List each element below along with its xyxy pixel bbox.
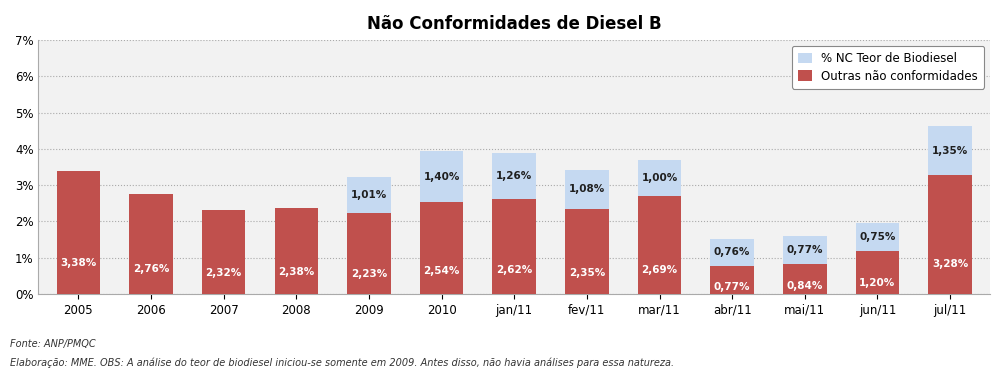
Text: 2,35%: 2,35%: [569, 268, 605, 278]
Text: 3,38%: 3,38%: [60, 258, 96, 268]
Bar: [56, 172, 100, 294]
Text: 1,26%: 1,26%: [496, 171, 533, 181]
Text: 0,75%: 0,75%: [859, 232, 895, 242]
Bar: [783, 236, 826, 264]
Text: 0,84%: 0,84%: [787, 281, 823, 291]
Text: 1,08%: 1,08%: [569, 184, 605, 194]
Text: 3,28%: 3,28%: [932, 259, 968, 269]
Bar: [929, 175, 972, 294]
Text: 0,77%: 0,77%: [714, 282, 751, 292]
Text: 1,35%: 1,35%: [932, 146, 968, 156]
Bar: [274, 208, 319, 294]
Text: Fonte: ANP/PMQC: Fonte: ANP/PMQC: [10, 339, 95, 349]
Title: Não Conformidades de Diesel B: Não Conformidades de Diesel B: [367, 15, 661, 33]
Bar: [492, 199, 536, 294]
Text: 2,23%: 2,23%: [351, 269, 387, 279]
Bar: [855, 250, 899, 294]
Bar: [711, 239, 754, 266]
Text: 0,76%: 0,76%: [714, 247, 751, 257]
Bar: [565, 170, 609, 209]
Bar: [929, 126, 972, 175]
Text: Elaboração: MME. OBS: A análise do teor de biodiesel iniciou-se somente em 2009.: Elaboração: MME. OBS: A análise do teor …: [10, 357, 674, 368]
Bar: [347, 176, 391, 213]
Bar: [130, 194, 173, 294]
Bar: [347, 213, 391, 294]
Text: 1,01%: 1,01%: [351, 190, 387, 200]
Text: 2,69%: 2,69%: [641, 265, 677, 274]
Bar: [492, 153, 536, 199]
Bar: [711, 266, 754, 294]
Bar: [202, 210, 245, 294]
Text: 1,20%: 1,20%: [859, 278, 895, 288]
Text: 0,77%: 0,77%: [787, 245, 823, 254]
Bar: [420, 151, 463, 202]
Bar: [638, 160, 681, 196]
Bar: [420, 202, 463, 294]
Text: 2,62%: 2,62%: [496, 265, 533, 275]
Bar: [783, 264, 826, 294]
Bar: [638, 196, 681, 294]
Text: 2,32%: 2,32%: [206, 268, 242, 278]
Bar: [565, 209, 609, 294]
Text: 1,00%: 1,00%: [641, 173, 677, 183]
Legend: % NC Teor de Biodiesel, Outras não conformidades: % NC Teor de Biodiesel, Outras não confo…: [792, 46, 984, 89]
Text: 1,40%: 1,40%: [423, 172, 460, 181]
Text: 2,76%: 2,76%: [133, 264, 169, 274]
Text: 2,54%: 2,54%: [423, 266, 460, 276]
Bar: [855, 223, 899, 250]
Text: 2,38%: 2,38%: [278, 267, 315, 277]
